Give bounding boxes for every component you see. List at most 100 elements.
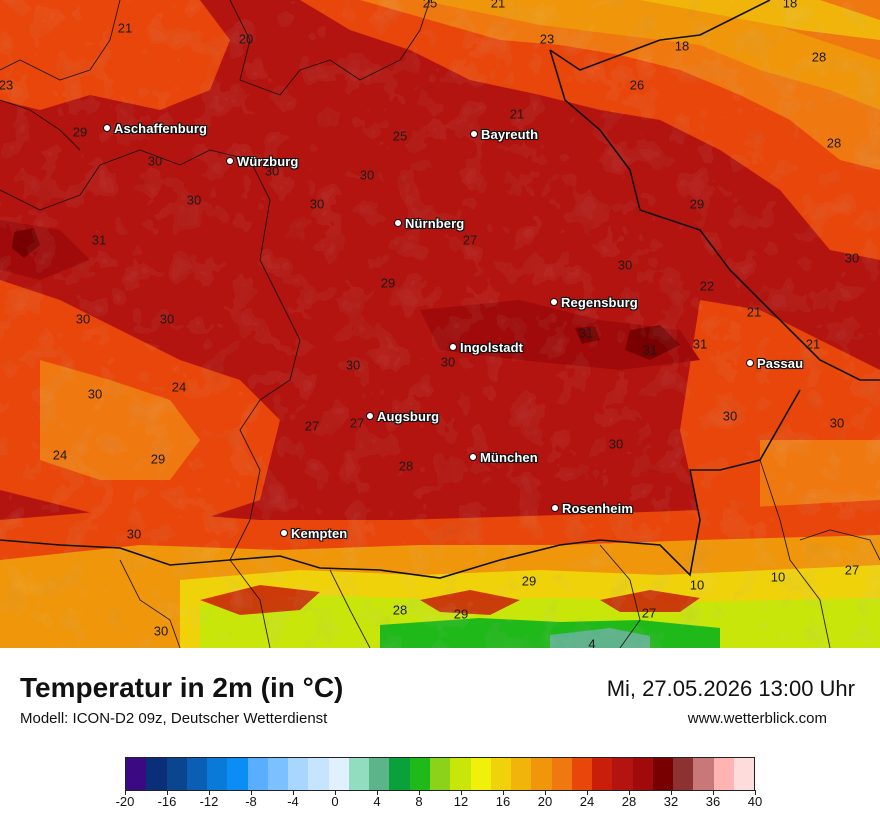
color-legend-tick-label: 0 — [331, 794, 339, 809]
city-dot — [280, 529, 288, 537]
color-legend-tickmark — [713, 790, 714, 795]
city-label: Würzburg — [237, 153, 299, 169]
color-legend-tick-label: 12 — [453, 794, 469, 809]
temperature-map: Aschaffenburg Würzburg Bayreuth Nürnberg… — [0, 0, 880, 648]
city-dot — [449, 343, 457, 351]
color-legend-tick-label: 16 — [495, 794, 511, 809]
color-legend-tickmark — [335, 790, 336, 795]
map-value: 30 — [617, 257, 633, 273]
color-legend-tick-label: 28 — [621, 794, 637, 809]
map-value: 27 — [641, 605, 657, 621]
city-label: Bayreuth — [481, 126, 539, 142]
map-value: 30 — [126, 526, 142, 542]
color-legend-tickmark — [629, 790, 630, 795]
city-marker: Rosenheim — [551, 500, 633, 516]
map-value: 21 — [805, 336, 821, 352]
map-value: 28 — [398, 458, 414, 474]
map-value: 30 — [87, 386, 103, 402]
map-value: 30 — [359, 167, 375, 183]
model-info: Modell: ICON-D2 09z, Deutscher Wetterdie… — [20, 710, 328, 727]
map-value: 24 — [171, 379, 187, 395]
map-value: 18 — [782, 0, 798, 11]
city-dot — [366, 412, 374, 420]
color-legend — [125, 757, 755, 791]
color-legend-tick-label: 8 — [415, 794, 423, 809]
footer: Temperatur in 2m (in °C) Modell: ICON-D2… — [0, 648, 880, 830]
map-value: 23 — [539, 31, 555, 47]
color-legend-tickmark — [461, 790, 462, 795]
map-value: 21 — [490, 0, 506, 11]
map-value: 23 — [0, 77, 14, 93]
city-dot — [226, 157, 234, 165]
color-legend-tick-label: 20 — [537, 794, 553, 809]
color-legend-swatch — [733, 758, 755, 790]
color-legend-swatch — [511, 758, 532, 790]
city-label: München — [480, 449, 538, 465]
color-legend-swatch — [369, 758, 390, 790]
map-value: 30 — [159, 311, 175, 327]
color-legend-swatch — [612, 758, 633, 790]
map-value: 21 — [117, 20, 133, 36]
color-legend-tickmark — [251, 790, 252, 795]
color-legend-swatch — [652, 758, 674, 790]
map-value: 29 — [150, 451, 166, 467]
map-value: 30 — [264, 163, 280, 179]
color-legend-swatch — [207, 758, 228, 790]
map-value: 31 — [642, 342, 658, 358]
map-value: 29 — [689, 196, 705, 212]
map-value: 27 — [462, 232, 478, 248]
color-legend-swatch — [429, 758, 451, 790]
city-label: Augsburg — [377, 408, 440, 424]
city-label: Rosenheim — [562, 500, 633, 516]
color-legend-tick-label: -8 — [245, 794, 257, 809]
map-value: 25 — [422, 0, 438, 11]
city-dot — [551, 504, 559, 512]
color-legend-ticks: -20 -16 -12 -8 -4 0 4 8 12 16 20 24 28 32 36 40 — [116, 790, 762, 814]
map-value: 29 — [380, 275, 396, 291]
map-value: 27 — [304, 418, 320, 434]
map-value: 21 — [746, 304, 762, 320]
color-legend-tick-label: 4 — [373, 794, 381, 809]
color-legend-tick-label: -16 — [157, 794, 177, 809]
state-border — [0, 0, 880, 579]
color-legend-tickmark — [209, 790, 210, 795]
map-value: 4 — [588, 636, 596, 649]
color-legend-swatch — [713, 758, 734, 790]
color-legend-swatch — [166, 758, 187, 790]
map-value: 30 — [345, 357, 361, 373]
color-legend-swatch — [531, 758, 552, 790]
city-dot — [470, 130, 478, 138]
website-link: www.wetterblick.com — [687, 710, 827, 727]
color-legend-swatch — [348, 758, 370, 790]
city-marker: Augsburg — [366, 408, 439, 424]
color-legend-tickmark — [377, 790, 378, 795]
city-marker: Kempten — [280, 525, 347, 541]
color-legend-swatch — [592, 758, 613, 790]
map-value: 31 — [91, 232, 107, 248]
city-marker: Aschaffenburg — [103, 120, 207, 136]
city-marker: Bayreuth — [470, 126, 538, 142]
texture-overlay — [0, 0, 880, 648]
map-value: 29 — [72, 124, 88, 140]
color-legend-swatch — [673, 758, 694, 790]
city-marker: Ingolstadt — [449, 339, 523, 355]
color-legend-swatch — [328, 758, 349, 790]
map-value: 20 — [238, 31, 254, 47]
color-legend-tick-label: -12 — [199, 794, 219, 809]
map-value: 30 — [844, 250, 860, 266]
color-legend-tick-label: 36 — [705, 794, 721, 809]
map-value: 30 — [608, 436, 624, 452]
map-value: 30 — [829, 415, 845, 431]
city-label: Regensburg — [561, 294, 638, 310]
color-legend-tick-label: 24 — [579, 794, 595, 809]
color-legend-swatch — [470, 758, 491, 790]
color-legend-tick-label: -4 — [287, 794, 299, 809]
map-value: 10 — [770, 569, 786, 585]
color-legend-swatch — [227, 758, 248, 790]
city-marker: München — [469, 449, 538, 465]
color-legend-swatch — [632, 758, 653, 790]
map-value: 10 — [689, 577, 705, 593]
color-legend-tickmark — [503, 790, 504, 795]
map-title: Temperatur in 2m (in °C) — [20, 672, 344, 703]
map-value: 30 — [75, 311, 91, 327]
